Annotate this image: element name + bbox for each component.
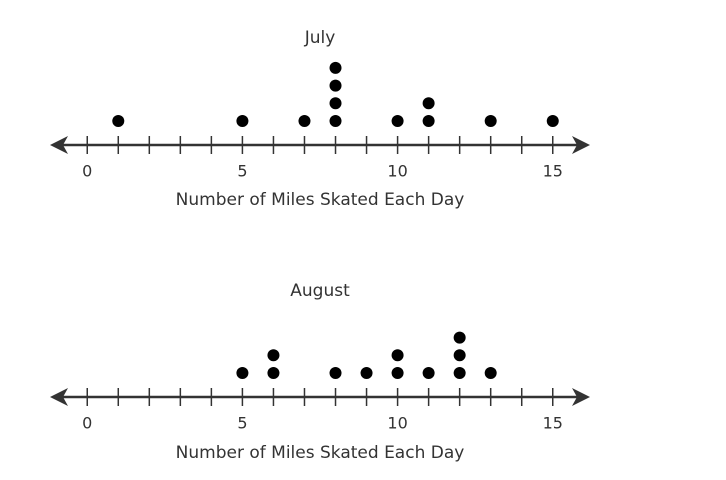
dot: [484, 367, 497, 379]
axis-arrow: [50, 388, 68, 406]
x-tick-label: 0: [82, 162, 92, 181]
dot: [329, 79, 342, 92]
dot: [112, 115, 125, 127]
dot: [329, 115, 342, 127]
dot: [360, 367, 373, 379]
dot: [391, 367, 404, 379]
x-tick-label: 15: [543, 414, 563, 433]
dot: [329, 97, 342, 110]
x-tick-label: 10: [387, 414, 407, 433]
x-tick-label: 0: [82, 414, 92, 433]
x-tick-label: 5: [237, 414, 247, 433]
chart-title: July: [304, 28, 336, 48]
dot: [422, 367, 435, 379]
x-tick-label: 15: [543, 162, 563, 181]
dot: [422, 97, 435, 110]
dot: [391, 349, 404, 362]
dot: [329, 367, 342, 379]
dot: [453, 349, 466, 362]
x-tick-label: 5: [237, 162, 247, 181]
x-axis-label: Number of Miles Skated Each Day: [176, 190, 465, 210]
dot: [391, 115, 404, 127]
dot: [267, 367, 280, 379]
dot: [267, 349, 280, 362]
axis-arrow: [572, 136, 590, 154]
dot: [484, 115, 497, 127]
dot: [453, 331, 466, 344]
dot: [329, 61, 342, 74]
x-tick-label: 10: [387, 162, 407, 181]
axis-arrow: [50, 136, 68, 154]
dot: [236, 367, 249, 379]
x-axis-label: Number of Miles Skated Each Day: [176, 443, 465, 463]
dot: [298, 115, 311, 127]
dot: [453, 367, 466, 379]
dot: [422, 115, 435, 127]
dot: [546, 115, 559, 127]
axis-arrow: [572, 388, 590, 406]
chart-title: August: [290, 281, 350, 301]
dot: [236, 115, 249, 127]
